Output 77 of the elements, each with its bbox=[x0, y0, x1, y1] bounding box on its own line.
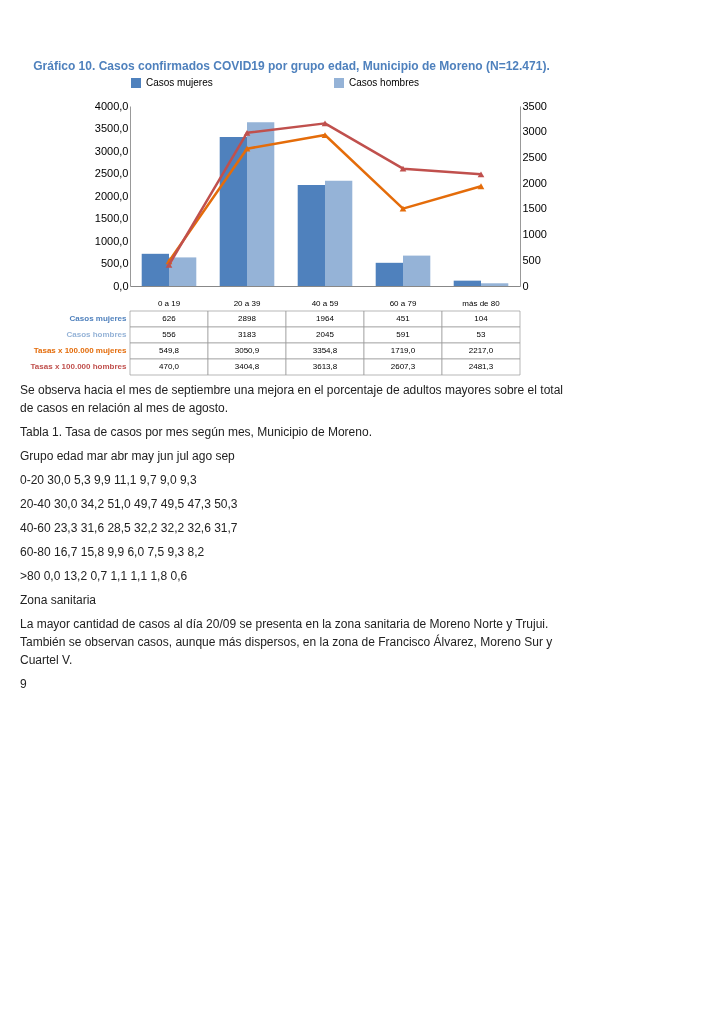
y-tick-label: 3500,0 bbox=[94, 122, 129, 134]
text: Tabla 1. Tasa de casos por mes según mes, Municipio de Moreno. bbox=[20, 425, 372, 439]
text: >80 0,0 13,2 0,7 1,1 1,1 1,8 0,6 bbox=[20, 569, 188, 583]
x-tick-label: 60 a 79 bbox=[389, 298, 417, 308]
x-tick-label: 20 a 39 bbox=[233, 298, 261, 308]
bar bbox=[403, 255, 431, 286]
text: 9 bbox=[20, 677, 27, 691]
text: 0-20 30,0 5,3 9,9 11,1 9,7 9,0 9,3 bbox=[20, 473, 197, 487]
bar bbox=[169, 257, 197, 286]
x-tick-label: 0 a 19 bbox=[157, 298, 181, 308]
data-label: 104 bbox=[474, 314, 489, 323]
data-label: 2898 bbox=[238, 314, 257, 323]
text: 40-60 23,3 31,6 28,5 32,2 32,2 32,6 31,7 bbox=[20, 521, 238, 535]
point bbox=[477, 171, 485, 178]
text: La mayor cantidad de casos al día 20/09 se presenta en la zona sanitaria de Moreno Norte y Trujui. También se observan casos, aunque más dispersos, en la zona de Francisco Álvarez, Moreno Sur y Cuartel V. bbox=[20, 617, 553, 667]
y-tick-label: 0,0 bbox=[113, 279, 129, 292]
y-tick-label: 2500,0 bbox=[94, 167, 129, 179]
chart-title: Gráfico 10. Casos confirmados COVID19 por grupo edad, Municipio de Moreno (N=12.471). bbox=[33, 59, 550, 73]
point bbox=[243, 129, 251, 136]
data-label: 470,0 bbox=[158, 362, 180, 371]
y2-tick-label: 500 bbox=[522, 253, 541, 266]
data-label: 3050,9 bbox=[234, 346, 260, 355]
data-label: 3404,8 bbox=[234, 362, 260, 371]
bar bbox=[453, 280, 481, 286]
data-label: 3354,8 bbox=[312, 346, 338, 355]
x-tick-label: 40 a 59 bbox=[311, 298, 339, 308]
bar bbox=[325, 180, 353, 286]
y-tick-label: 500,0 bbox=[100, 257, 129, 269]
data-label: 1964 bbox=[316, 314, 335, 323]
y2-tick-label: 0 bbox=[522, 279, 529, 292]
text: 20-40 30,0 34,2 51,0 49,7 49,5 47,3 50,3 bbox=[20, 497, 238, 511]
y2-tick-label: 3000 bbox=[522, 125, 547, 138]
bar bbox=[375, 262, 403, 286]
y2-tick-label: 2500 bbox=[522, 150, 547, 163]
data-label: 451 bbox=[396, 314, 411, 323]
y-tick-label: 1500,0 bbox=[94, 212, 129, 224]
bar bbox=[219, 136, 247, 286]
data-label: 626 bbox=[162, 314, 177, 323]
bar bbox=[481, 283, 509, 286]
y2-tick-label: 3500 bbox=[522, 99, 547, 112]
data-label: 3613,8 bbox=[312, 362, 338, 371]
bar bbox=[141, 253, 169, 286]
bar bbox=[247, 122, 275, 286]
data-label: 1719,0 bbox=[390, 346, 416, 355]
point bbox=[243, 145, 251, 152]
text: Casos hombres bbox=[66, 330, 127, 339]
y-tick-label: 2000,0 bbox=[94, 189, 129, 202]
point bbox=[477, 183, 485, 190]
data-label: 549,8 bbox=[158, 346, 180, 355]
text: Tasas x 100.000 mujeres bbox=[33, 346, 128, 355]
text: Grupo edad mar abr may jun jul ago sep bbox=[20, 449, 236, 463]
data-label: 2481,3 bbox=[468, 362, 494, 371]
data-label: 2217,0 bbox=[468, 346, 494, 355]
data-label: 53 bbox=[476, 330, 486, 339]
legend-label: Casos hombres bbox=[349, 77, 420, 88]
y-tick-label: 1000,0 bbox=[94, 234, 129, 247]
data-label: 591 bbox=[396, 330, 411, 339]
y-tick-label: 4000,0 bbox=[94, 99, 129, 112]
text: Casos mujeres bbox=[69, 314, 127, 323]
text: Zona sanitaria bbox=[20, 593, 97, 607]
text: Tasas x 100.000 hombres bbox=[30, 362, 128, 371]
text: 60-80 16,7 15,8 9,9 6,0 7,5 9,3 8,2 bbox=[20, 545, 205, 559]
bar bbox=[297, 184, 325, 286]
text: Se observa hacia el mes de septiembre una mejora en el porcentaje de adultos mayores sobre el total de casos en relación al mes de agosto. bbox=[20, 383, 563, 415]
point bbox=[399, 205, 407, 212]
data-label: 3183 bbox=[238, 330, 257, 339]
legend-label: Casos mujeres bbox=[146, 77, 213, 88]
data-label: 556 bbox=[162, 330, 177, 339]
point bbox=[321, 120, 329, 127]
y-tick-label: 3000,0 bbox=[94, 144, 129, 157]
y2-tick-label: 1500 bbox=[522, 202, 547, 215]
y2-tick-label: 2000 bbox=[522, 176, 547, 189]
y2-tick-label: 1000 bbox=[522, 228, 547, 241]
point bbox=[399, 165, 407, 172]
data-label: 2045 bbox=[316, 330, 335, 339]
data-label: 2607,3 bbox=[390, 362, 416, 371]
x-tick-label: más de 80 bbox=[462, 298, 501, 308]
